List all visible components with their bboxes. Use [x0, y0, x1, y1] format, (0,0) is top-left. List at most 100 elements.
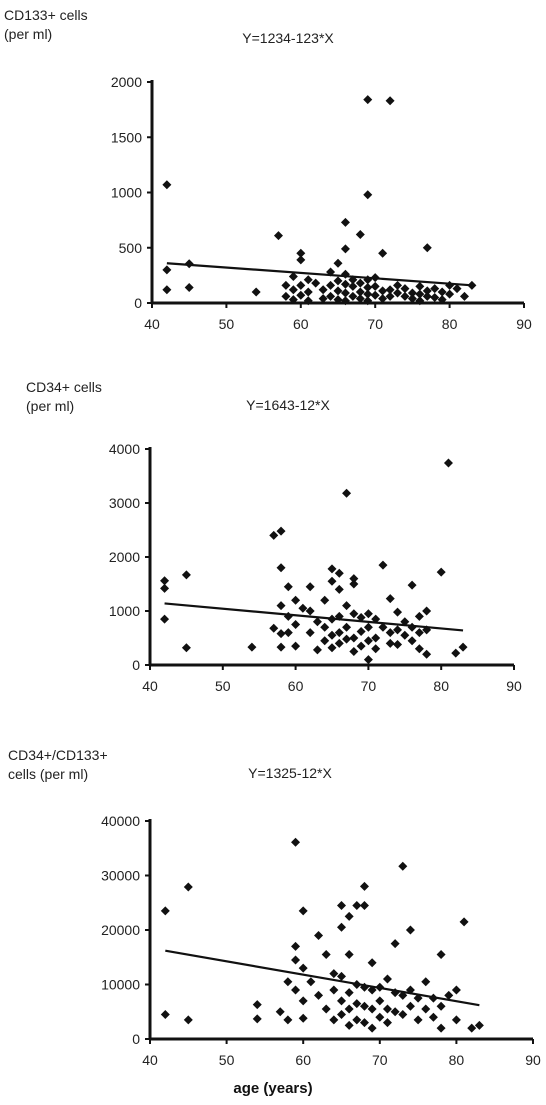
data-point [318, 294, 328, 304]
data-point [329, 1015, 339, 1025]
data-point [352, 900, 362, 910]
data-point [252, 1000, 262, 1010]
data-point [385, 638, 395, 648]
data-point [329, 985, 339, 995]
data-point [273, 231, 283, 241]
data-point [422, 606, 432, 616]
data-point [371, 633, 381, 643]
data-point [382, 974, 392, 984]
data-point [291, 595, 301, 605]
data-point [298, 603, 308, 613]
x-tick-label: 40 [142, 1052, 158, 1068]
x-tick-label: 90 [506, 678, 522, 694]
data-point [276, 563, 286, 573]
x-tick-label: 60 [293, 316, 309, 332]
data-point [437, 287, 447, 297]
y-axis-label: CD34+/CD133+ [8, 747, 108, 763]
data-point [352, 999, 362, 1009]
data-point [393, 288, 403, 298]
data-point [252, 1014, 262, 1024]
data-point [363, 283, 373, 293]
data-point [333, 276, 343, 286]
data-point [359, 900, 369, 910]
data-point [291, 985, 301, 995]
data-point [356, 627, 366, 637]
chart-panel-2: CD34+ cells (per ml) Y=1643-12*X 0 1000 2000 3… [26, 379, 522, 694]
data-point [321, 950, 331, 960]
data-point [407, 580, 417, 590]
data-point [283, 582, 293, 592]
data-point [363, 622, 373, 632]
data-point [334, 584, 344, 594]
data-point [385, 291, 395, 301]
data-point [333, 258, 343, 268]
data-point [352, 1015, 362, 1025]
y-tick-label: 1000 [111, 185, 142, 201]
data-point [415, 289, 425, 299]
data-point [349, 579, 359, 589]
data-point [327, 614, 337, 624]
data-point [359, 881, 369, 891]
data-point [428, 993, 438, 1003]
x-tick-label: 90 [525, 1052, 541, 1068]
y-tick-label: 20000 [101, 922, 140, 938]
data-point [414, 611, 424, 621]
data-point [251, 287, 261, 297]
data-point [320, 636, 330, 646]
x-tick-label: 60 [295, 1052, 311, 1068]
data-point [312, 617, 322, 627]
data-point [288, 285, 298, 295]
data-point [337, 971, 346, 981]
data-point [451, 1015, 461, 1025]
data-point [160, 583, 170, 593]
data-point [363, 95, 373, 105]
data-point [459, 917, 469, 927]
data-point [385, 594, 395, 604]
data-point [329, 969, 339, 979]
x-tick-label: 50 [219, 1052, 235, 1068]
data-point [320, 595, 330, 605]
data-point [291, 941, 301, 951]
data-point [467, 1023, 477, 1033]
data-point [390, 939, 400, 949]
data-point [303, 296, 313, 306]
data-point [296, 290, 306, 300]
data-point [349, 609, 359, 619]
data-point [363, 296, 373, 306]
data-point [363, 190, 373, 200]
data-point [305, 628, 315, 638]
data-point [344, 988, 354, 998]
y-axis-label: (per ml) [4, 26, 52, 42]
data-point [318, 285, 328, 295]
data-point [371, 614, 381, 624]
data-point [283, 628, 293, 638]
data-point [458, 642, 468, 652]
data-point [340, 269, 350, 279]
data-point [400, 291, 410, 301]
x-tick-label: 50 [219, 316, 235, 332]
y-axis-label: CD133+ cells [4, 7, 88, 23]
data-point [430, 292, 440, 302]
chart-panel-3: CD34+/CD133+ cells (per ml) Y=1325-12*X 0 10… [8, 747, 541, 1068]
data-point [291, 620, 301, 629]
data-point [184, 283, 194, 293]
data-point [305, 606, 315, 616]
data-point [474, 1020, 484, 1030]
data-point [393, 639, 403, 649]
x-tick-label: 70 [361, 678, 377, 694]
data-point [407, 636, 417, 646]
data-point [421, 1004, 431, 1014]
regression-line [166, 262, 472, 287]
data-point [181, 643, 191, 653]
regression-line [165, 949, 480, 1007]
y-axis-label: (per ml) [26, 398, 74, 414]
data-point [393, 607, 403, 617]
x-tick-label: 40 [142, 678, 158, 694]
data-point [342, 488, 352, 498]
y-tick-label: 4000 [109, 441, 140, 457]
data-point [378, 294, 388, 304]
y-axis-label: CD34+ cells [26, 379, 102, 395]
x-tick-label: 70 [372, 1052, 388, 1068]
y-tick-label: 1500 [111, 129, 142, 145]
data-point [355, 287, 365, 297]
